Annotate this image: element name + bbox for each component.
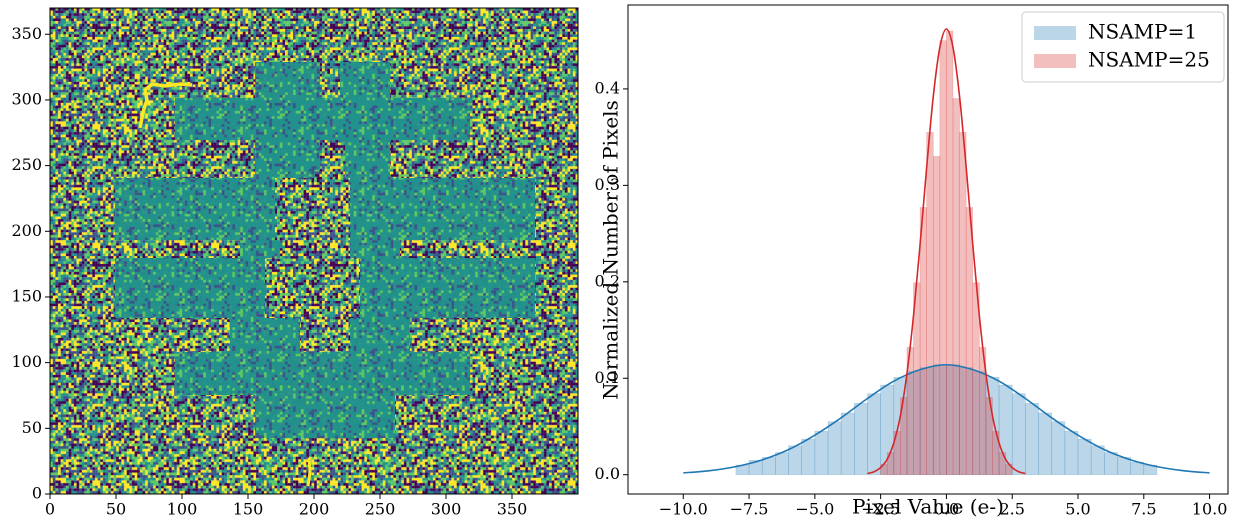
y-tick-label: 0.3 — [595, 175, 620, 194]
y-tick-label: 0.1 — [595, 368, 620, 387]
y-tick-label: 200 — [11, 221, 42, 240]
x-tick-label: 50 — [106, 500, 126, 519]
low-noise-region — [255, 140, 315, 178]
x-tick-label: 10.0 — [1192, 500, 1228, 519]
histogram-bar — [1130, 461, 1145, 476]
histogram-bar — [1025, 403, 1039, 476]
low-noise-region — [175, 98, 470, 140]
histogram-bar — [1064, 431, 1079, 476]
histogram-bar — [959, 132, 967, 476]
x-tick-label: 5.0 — [1065, 500, 1090, 519]
x-tick-label: −5.0 — [795, 500, 834, 519]
y-tick-label: 100 — [11, 352, 42, 371]
histogram-bar — [946, 30, 954, 476]
low-noise-region — [345, 140, 390, 178]
low-noise-region — [350, 240, 400, 258]
x-tick-label: 300 — [431, 500, 462, 519]
legend-label: NSAMP=1 — [1088, 20, 1197, 44]
histogram-bar — [939, 40, 947, 476]
x-tick-label: 100 — [167, 500, 198, 519]
x-tick-label: 0 — [45, 500, 55, 519]
y-tick-label: 0 — [32, 484, 42, 503]
histogram-bar — [932, 156, 941, 476]
low-noise-region — [255, 395, 395, 438]
cosmic-ray — [138, 82, 193, 129]
low-noise-region — [230, 318, 300, 352]
y-tick-label: 350 — [11, 24, 42, 43]
y-tick-label: 0.0 — [595, 464, 620, 483]
y-tick-label: 300 — [11, 89, 42, 108]
y-tick-label: 50 — [22, 418, 42, 437]
legend-box — [1021, 11, 1225, 83]
cosmic-ray — [306, 457, 312, 487]
low-noise-region — [175, 352, 470, 395]
histogram-bar — [1077, 438, 1092, 476]
histogram-bar — [965, 207, 974, 476]
x-tick-label: 200 — [299, 500, 330, 519]
x-tick-label: 250 — [365, 500, 396, 519]
density-line — [867, 28, 1026, 475]
x-tick-label: −2.5 — [861, 500, 900, 519]
histogram-bar — [1011, 393, 1026, 476]
x-tick-label: 150 — [233, 500, 264, 519]
y-tick-label: 0.2 — [595, 271, 620, 290]
histogram-bar — [775, 452, 789, 476]
x-tick-label: −10.0 — [659, 500, 708, 519]
histogram-bar — [952, 98, 960, 476]
y-tick-label: 150 — [11, 286, 42, 305]
x-tick-label: 7.5 — [1131, 500, 1156, 519]
y-tick-label: 0.4 — [595, 78, 620, 97]
y-axis-label: Normalized Number of Pixels — [599, 100, 623, 400]
histogram-bar — [1104, 452, 1118, 476]
low-noise-region — [115, 258, 265, 318]
histogram-bar — [827, 421, 842, 476]
image — [50, 8, 578, 494]
histogram-bar — [867, 393, 881, 476]
histogram-bar — [854, 403, 868, 476]
histogram-bar — [1051, 421, 1066, 476]
histogram-bar — [840, 412, 855, 476]
x-tick-label: 350 — [497, 500, 528, 519]
histogram-bar — [748, 459, 763, 476]
histogram-bar — [801, 438, 816, 476]
histogram-bar — [1090, 445, 1105, 476]
legend-swatch — [1034, 54, 1076, 68]
low-noise-region — [115, 178, 275, 240]
x-tick-label: 2.5 — [999, 500, 1024, 519]
axes-frame — [627, 4, 1229, 495]
x-axis-label: Pixel Value (e-) — [852, 495, 1004, 519]
legend-swatch — [1034, 26, 1076, 40]
low-noise-region — [240, 240, 280, 258]
y-tick-label: 250 — [11, 155, 42, 174]
legend-label: NSAMP=25 — [1088, 48, 1210, 72]
x-tick-label: −7.5 — [730, 500, 769, 519]
histogram-bar — [814, 431, 829, 476]
low-noise-region — [350, 318, 410, 352]
x-tick-label: 0.0 — [934, 500, 959, 519]
histogram-bar — [926, 132, 934, 476]
low-noise-region — [360, 258, 535, 318]
low-noise-region — [350, 178, 535, 240]
histogram-bar — [1038, 412, 1052, 476]
histogram-bar — [788, 445, 802, 476]
density-line — [683, 363, 1210, 474]
histogram-bar — [919, 207, 927, 476]
